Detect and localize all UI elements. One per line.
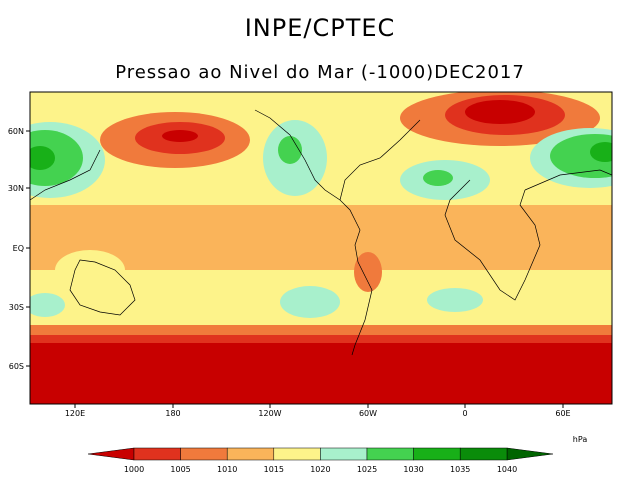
lat-tick-label: 60N bbox=[8, 127, 24, 136]
lon-tick-label: 0 bbox=[462, 409, 467, 418]
colorbar-label: 1025 bbox=[357, 465, 377, 474]
colorbar-bin bbox=[180, 447, 228, 461]
org-title: INPE/CPTEC bbox=[244, 14, 396, 42]
colorbar-label: 1040 bbox=[497, 465, 517, 474]
colorbar-bin bbox=[320, 447, 368, 461]
lat-tick-label: EQ bbox=[13, 244, 24, 253]
colorbar-label: 1015 bbox=[264, 465, 284, 474]
colorbar: hPa 1000 1005 1010 1015 1020 1025 1030 1… bbox=[87, 435, 588, 474]
lat-tick-label: 60S bbox=[9, 362, 24, 371]
colorbar-min-arrow bbox=[87, 447, 135, 461]
lat-axis: 60N 30N EQ 30S 60S bbox=[8, 127, 30, 371]
colorbar-bin bbox=[459, 447, 508, 461]
colorbar-label: 1005 bbox=[170, 465, 190, 474]
lon-axis: 120E 180 120W 60W 0 60E bbox=[65, 404, 571, 418]
lon-tick-label: 60E bbox=[555, 409, 570, 418]
lon-tick-label: 180 bbox=[165, 409, 180, 418]
lat-tick-label: 30N bbox=[8, 184, 24, 193]
colorbar-bin bbox=[273, 447, 321, 461]
colorbar-bin bbox=[413, 447, 461, 461]
colorbar-bin bbox=[133, 447, 181, 461]
lon-tick-label: 120W bbox=[258, 409, 281, 418]
lat-tick-label: 30S bbox=[9, 303, 24, 312]
colorbar-max-arrow bbox=[506, 447, 554, 461]
colorbar-bin bbox=[226, 447, 275, 461]
colorbar-label: 1035 bbox=[450, 465, 470, 474]
lon-tick-label: 120E bbox=[65, 409, 85, 418]
colorbar-label: 1030 bbox=[403, 465, 423, 474]
coastlines bbox=[30, 109, 612, 356]
colorbar-unit: hPa bbox=[573, 435, 588, 444]
lon-tick-label: 60W bbox=[359, 409, 377, 418]
colorbar-label: 1000 bbox=[124, 465, 144, 474]
pressure-field bbox=[30, 92, 612, 404]
colorbar-bin bbox=[366, 447, 414, 461]
colorbar-label: 1020 bbox=[310, 465, 330, 474]
colorbar-label: 1010 bbox=[217, 465, 237, 474]
map-subtitle: Pressao ao Nivel do Mar (-1000)DEC2017 bbox=[115, 62, 525, 83]
